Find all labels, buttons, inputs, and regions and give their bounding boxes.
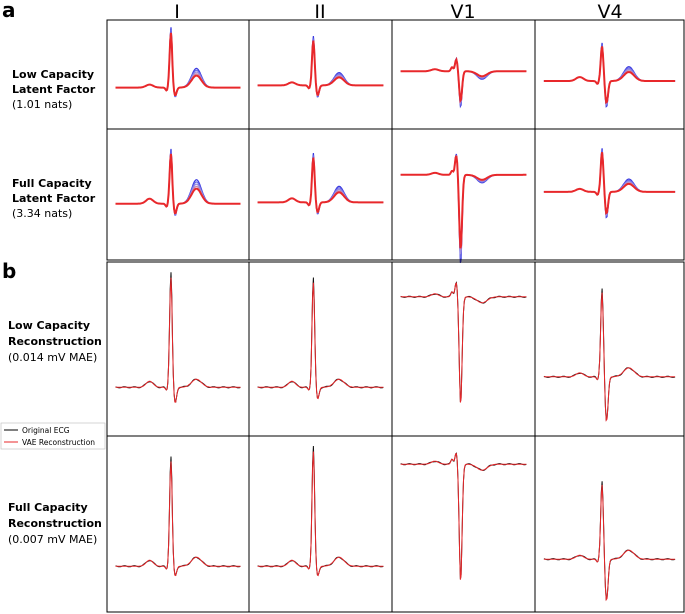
latent-trace: [400, 155, 527, 249]
panel-label: a: [2, 0, 16, 22]
original-trace: [543, 288, 676, 421]
panel-cell: [106, 435, 250, 613]
column-header: V1: [450, 1, 475, 23]
row-note: (3.34 nats): [12, 207, 72, 220]
panel-cell: [106, 128, 250, 261]
row-note: (0.014 mV MAE): [8, 351, 97, 364]
panel-cell: [534, 19, 685, 130]
latent-trace: [400, 153, 527, 264]
legend-label: Original ECG: [22, 426, 70, 435]
latent-trace: [543, 152, 676, 217]
latent-trace: [257, 157, 384, 213]
row-title: Full Capacity: [8, 501, 88, 514]
panel-cell: [248, 435, 393, 613]
latent-trace: [257, 40, 384, 96]
reconstruction-trace: [400, 452, 527, 580]
row-note: (1.01 nats): [12, 98, 72, 111]
latent-trace: [115, 29, 241, 97]
latent-trace: [543, 46, 676, 106]
legend: Original ECG VAE Reconstruction: [0, 422, 106, 450]
original-trace: [257, 277, 384, 400]
reconstruction-trace: [115, 277, 241, 403]
original-trace: [543, 481, 676, 601]
reconstruction-trace: [400, 282, 527, 403]
latent-trace: [543, 152, 676, 215]
panel-cell: [534, 435, 685, 613]
panel-cell: [391, 435, 536, 613]
original-trace: [400, 281, 527, 403]
reconstruction-trace: [543, 292, 676, 422]
legend-label: VAE Reconstruction: [22, 438, 95, 447]
column-header: V4: [597, 1, 622, 23]
panel-cell: [106, 261, 250, 437]
row-note: (0.007 mV MAE): [8, 533, 97, 546]
column-header: II: [314, 1, 325, 23]
panel-cell: [248, 261, 393, 437]
latent-trace: [400, 56, 527, 104]
row-title: Reconstruction: [8, 335, 102, 348]
row-title: Low Capacity: [12, 68, 94, 81]
panel-cell: [534, 261, 685, 437]
latent-trace: [115, 35, 241, 96]
row-title: Low Capacity: [8, 319, 90, 332]
original-trace: [257, 445, 384, 577]
latent-trace: [543, 148, 676, 219]
latent-trace: [115, 32, 241, 96]
panel-cell: [391, 261, 536, 437]
panel-cell: [248, 19, 393, 130]
row-title: Full Capacity: [12, 177, 92, 190]
latent-trace: [543, 44, 676, 107]
row-title: Latent Factor: [12, 192, 96, 205]
original-trace: [400, 452, 527, 580]
panel-cell: [534, 128, 685, 261]
reconstruction-trace: [257, 451, 384, 577]
latent-trace: [543, 42, 676, 108]
column-header: I: [174, 1, 180, 23]
latent-trace: [115, 153, 241, 215]
row-title: Latent Factor: [12, 83, 96, 96]
reconstruction-trace: [543, 484, 676, 602]
panel-label: b: [2, 259, 16, 283]
latent-trace: [543, 150, 676, 218]
reconstruction-trace: [115, 461, 241, 577]
latent-trace: [115, 27, 241, 98]
latent-trace: [543, 47, 676, 104]
latent-trace: [543, 154, 676, 215]
latent-trace: [543, 46, 676, 105]
latent-trace: [115, 32, 241, 97]
original-trace: [115, 456, 241, 577]
original-trace: [115, 272, 241, 403]
panel-cell: [248, 128, 393, 261]
reconstruction-trace: [257, 282, 384, 400]
panel-cell: [106, 19, 250, 130]
row-title: Reconstruction: [8, 517, 102, 530]
